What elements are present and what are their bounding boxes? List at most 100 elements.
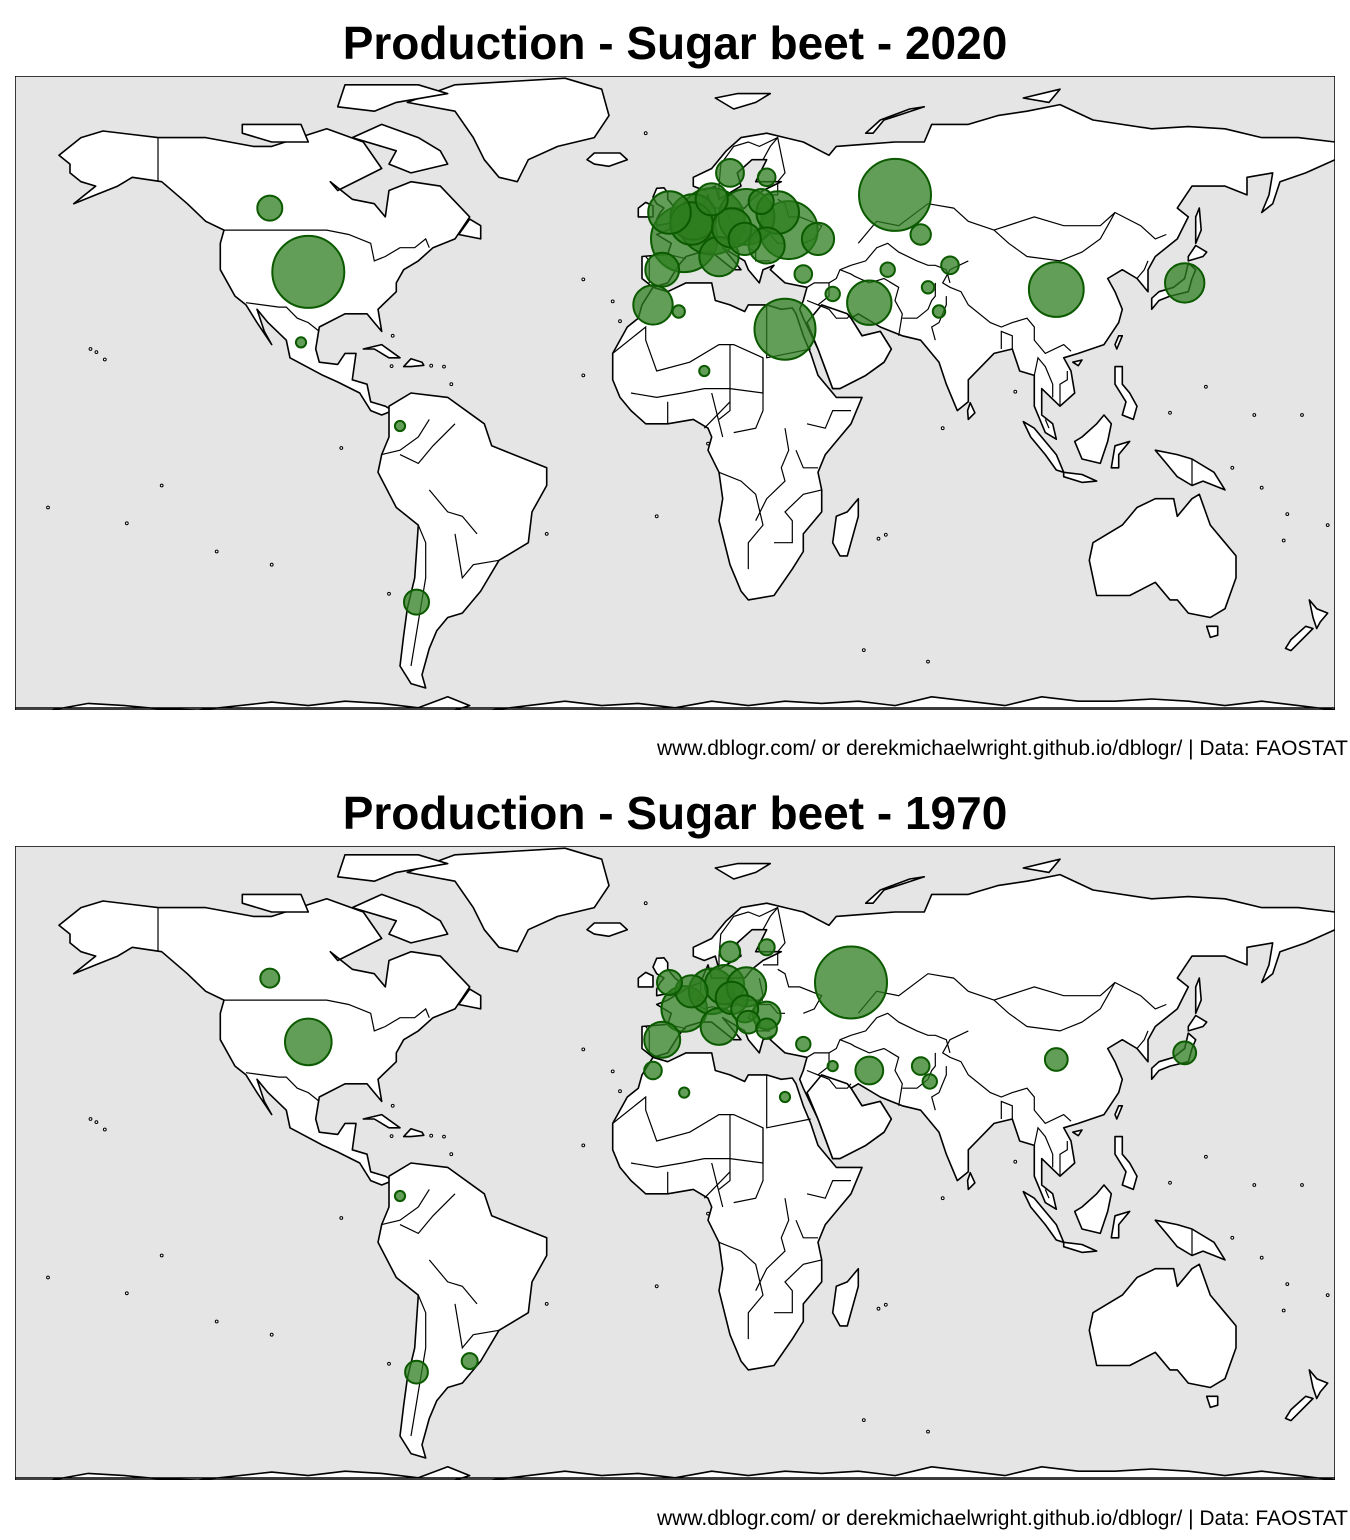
island bbox=[102, 1127, 107, 1132]
production-bubble bbox=[393, 419, 407, 433]
island bbox=[706, 441, 710, 446]
island bbox=[88, 347, 93, 351]
land-sakhalin bbox=[1194, 207, 1202, 245]
land-victoria-isl bbox=[241, 123, 310, 143]
island bbox=[861, 1418, 866, 1422]
island bbox=[442, 364, 446, 369]
production-bubble bbox=[778, 1090, 792, 1104]
land-new-zealand-s bbox=[1284, 1395, 1314, 1422]
land-tasmania bbox=[1205, 625, 1219, 639]
production-bubble bbox=[920, 280, 936, 295]
country-border bbox=[718, 344, 731, 420]
island bbox=[581, 373, 586, 378]
land-hokkaido bbox=[1187, 1014, 1208, 1032]
country-border bbox=[718, 1114, 731, 1190]
map-title: Production - Sugar beet - 1970 bbox=[342, 787, 1008, 839]
island bbox=[1013, 389, 1018, 394]
production-bubble bbox=[1164, 262, 1206, 304]
island bbox=[544, 532, 549, 536]
production-bubble bbox=[632, 284, 674, 326]
country-border bbox=[774, 1259, 822, 1314]
country-border bbox=[902, 282, 936, 319]
land-iceland bbox=[586, 152, 629, 168]
country-border bbox=[941, 1030, 1072, 1125]
land-greenland bbox=[406, 847, 610, 953]
production-bubble bbox=[846, 279, 893, 326]
island bbox=[876, 536, 881, 541]
land-novaya-zemlya bbox=[864, 876, 926, 904]
production-bubble bbox=[879, 261, 896, 278]
country-border bbox=[703, 401, 731, 429]
land-taiwan bbox=[1114, 335, 1124, 350]
land-new-zealand-n bbox=[1308, 1369, 1329, 1400]
production-bubble bbox=[404, 1359, 429, 1385]
island bbox=[387, 591, 391, 596]
map-panel-1970: Production - Sugar beet - 1970 www.dblog… bbox=[0, 770, 1350, 1540]
land-africa bbox=[611, 282, 863, 601]
island bbox=[1230, 1235, 1235, 1240]
production-bubble bbox=[294, 336, 308, 349]
country-border bbox=[762, 136, 786, 183]
country-border bbox=[1033, 356, 1054, 398]
land-hispaniola bbox=[402, 1127, 425, 1138]
island bbox=[449, 382, 454, 387]
island bbox=[654, 514, 659, 519]
production-bubble bbox=[284, 1017, 333, 1067]
production-bubble bbox=[643, 1060, 663, 1081]
country-border bbox=[718, 1241, 764, 1340]
island bbox=[618, 1089, 622, 1094]
land-sri-lanka bbox=[966, 401, 976, 421]
land-australia bbox=[1088, 493, 1237, 619]
island bbox=[94, 1120, 99, 1125]
country-border bbox=[993, 212, 1116, 231]
production-bubble bbox=[800, 221, 836, 256]
island bbox=[339, 446, 344, 450]
land-hispaniola bbox=[402, 357, 425, 368]
land-svalbard bbox=[714, 92, 772, 110]
island bbox=[159, 1253, 164, 1258]
island bbox=[1325, 523, 1330, 528]
island bbox=[883, 532, 888, 537]
production-bubble bbox=[909, 223, 932, 246]
island bbox=[643, 131, 648, 136]
island bbox=[46, 505, 50, 510]
country-border bbox=[245, 1072, 320, 1102]
land-severnaya bbox=[1022, 88, 1061, 104]
production-bubble bbox=[753, 297, 817, 361]
production-bubble bbox=[795, 1035, 812, 1053]
country-border bbox=[1000, 330, 1013, 349]
island bbox=[581, 277, 586, 282]
land-north-america bbox=[58, 128, 471, 416]
island bbox=[1285, 512, 1290, 517]
country-border bbox=[993, 211, 1167, 262]
island bbox=[442, 1134, 446, 1139]
country-border bbox=[428, 489, 478, 535]
land-cuba bbox=[362, 343, 401, 359]
island bbox=[124, 1291, 129, 1296]
land-cuba bbox=[362, 1113, 401, 1129]
production-bubble bbox=[826, 1060, 839, 1073]
land-australia bbox=[1088, 1263, 1237, 1389]
source-caption: www.dblogr.com/ or derekmichaelwright.gi… bbox=[657, 737, 1348, 760]
land-antarctica bbox=[15, 1466, 1335, 1480]
island bbox=[643, 901, 648, 906]
land-severnaya bbox=[1022, 858, 1061, 874]
island bbox=[706, 1211, 710, 1216]
island bbox=[883, 1302, 888, 1307]
land-arabia bbox=[806, 304, 893, 390]
country-border bbox=[1136, 1030, 1149, 1049]
land-arabia bbox=[806, 1074, 893, 1160]
island bbox=[390, 1103, 395, 1108]
country-border bbox=[806, 1034, 852, 1058]
island bbox=[926, 659, 930, 664]
island bbox=[1285, 1282, 1290, 1287]
country-border bbox=[410, 524, 427, 667]
island bbox=[861, 648, 866, 652]
country-border bbox=[817, 304, 852, 319]
production-bubble bbox=[1043, 1047, 1069, 1072]
island bbox=[544, 1302, 549, 1306]
production-bubble bbox=[647, 190, 692, 235]
country-border bbox=[703, 1171, 731, 1199]
country-border bbox=[1044, 1189, 1050, 1199]
country-border bbox=[817, 1074, 852, 1089]
